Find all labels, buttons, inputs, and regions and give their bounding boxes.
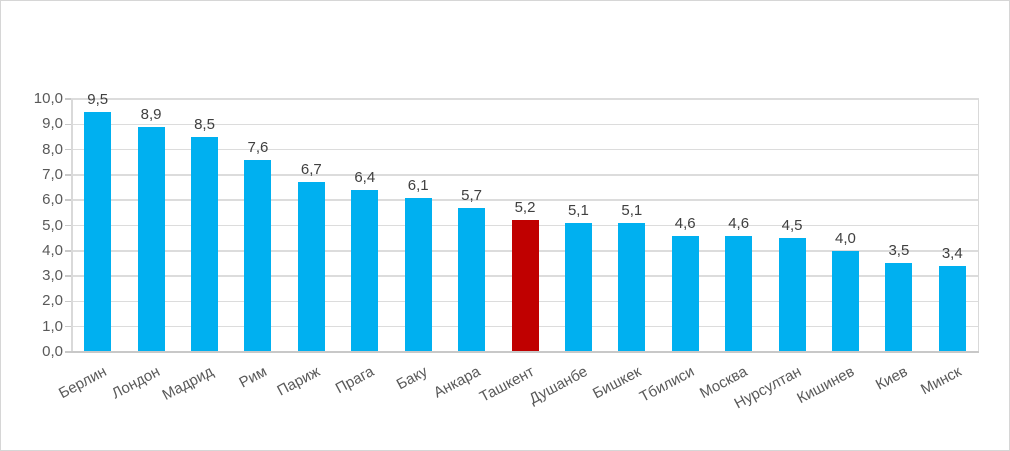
bar-Рим bbox=[244, 159, 272, 352]
y-axis-tick-mark bbox=[65, 123, 71, 126]
bar-value-label: 7,6 bbox=[247, 138, 269, 156]
gridline bbox=[71, 199, 979, 201]
y-axis-tick-mark bbox=[65, 148, 71, 151]
x-axis-label: Лондон bbox=[109, 363, 164, 403]
bar-value-label: 4,0 bbox=[835, 229, 856, 247]
bar-Мадрид bbox=[191, 136, 219, 352]
x-axis-label: Париж bbox=[274, 363, 324, 400]
bar-Тбилиси bbox=[671, 235, 699, 352]
y-axis-tick-mark bbox=[65, 250, 71, 252]
bar-Киев bbox=[885, 263, 913, 352]
y-axis-tick-label: 5,0 bbox=[42, 216, 63, 234]
bar-Париж bbox=[297, 182, 325, 352]
bar-Бишкек bbox=[618, 222, 646, 352]
bar-value-label: 5,7 bbox=[461, 186, 482, 204]
bar-value-label: 6,7 bbox=[300, 161, 322, 179]
bar-Кишинев bbox=[831, 250, 859, 352]
y-axis-tick-mark bbox=[65, 224, 71, 227]
bar-value-label: 3,5 bbox=[888, 242, 910, 260]
x-axis-label: Берлин bbox=[56, 363, 110, 403]
gridline bbox=[71, 148, 979, 151]
bar-Прага bbox=[351, 190, 379, 352]
bar-Ташкент bbox=[511, 220, 539, 352]
y-axis-tick-mark bbox=[65, 325, 71, 328]
gridline bbox=[71, 123, 979, 126]
bar-Минск bbox=[938, 265, 966, 352]
bar-Анкара bbox=[458, 207, 486, 352]
y-axis-tick-label: 2,0 bbox=[42, 292, 63, 310]
bar-value-label: 4,5 bbox=[781, 217, 803, 235]
bar-value-label: 3,4 bbox=[941, 244, 963, 262]
x-axis-label: Прага bbox=[332, 363, 377, 398]
bar-value-label: 8,9 bbox=[140, 105, 162, 123]
x-axis-label: Баку bbox=[393, 363, 431, 394]
bar-Душанбе bbox=[564, 222, 592, 352]
bar-value-label: 4,6 bbox=[728, 214, 750, 232]
bar-value-label: 4,6 bbox=[674, 214, 696, 232]
x-axis-label: Тбилиси bbox=[637, 363, 698, 406]
y-axis-tick-mark bbox=[65, 300, 71, 303]
y-axis-tick-label: 4,0 bbox=[42, 241, 63, 259]
y-axis-tick-label: 9,0 bbox=[42, 115, 63, 133]
y-axis-tick-label: 0,0 bbox=[42, 343, 63, 360]
y-axis-tick-label: 7,0 bbox=[42, 165, 63, 183]
y-axis-tick-mark bbox=[65, 98, 71, 100]
bar-Лондон bbox=[137, 126, 165, 352]
bar-Москва bbox=[725, 235, 753, 352]
x-axis-label: Бишкек bbox=[589, 363, 644, 403]
x-axis-label: Минск bbox=[918, 363, 965, 399]
y-axis-tick-label: 3,0 bbox=[42, 267, 63, 285]
gridline bbox=[71, 98, 979, 100]
bar-Баку bbox=[404, 197, 432, 352]
plot-border-right bbox=[977, 99, 979, 352]
y-axis-tick-mark bbox=[65, 275, 71, 277]
x-axis-label: Ташкент bbox=[476, 363, 537, 406]
gridline bbox=[71, 174, 979, 176]
y-axis-tick-label: 1,0 bbox=[42, 317, 63, 335]
x-axis-label: Мадрид bbox=[159, 363, 217, 404]
y-axis-tick-label: 8,0 bbox=[42, 140, 63, 158]
bar-value-label: 5,1 bbox=[567, 201, 589, 219]
y-axis-tick-mark bbox=[65, 351, 71, 353]
x-axis-label: Анкара bbox=[431, 363, 484, 402]
y-axis-tick-mark bbox=[65, 174, 71, 176]
bar-value-label: 5,1 bbox=[621, 201, 643, 219]
y-axis-tick-mark bbox=[65, 199, 71, 201]
y-axis-tick-label: 10,0 bbox=[33, 90, 63, 107]
bar-value-label: 5,2 bbox=[514, 199, 536, 217]
x-axis-label: Рим bbox=[236, 363, 270, 392]
x-axis-label: Кишинев bbox=[794, 363, 858, 408]
bar-value-label: 6,4 bbox=[354, 169, 376, 187]
x-axis-label: Киев bbox=[873, 363, 911, 394]
bar-value-label: 6,1 bbox=[407, 176, 429, 194]
plot-border-left bbox=[71, 99, 73, 352]
x-axis-line bbox=[71, 351, 979, 353]
bar-value-label: 8,5 bbox=[194, 115, 215, 133]
y-axis-tick-label: 6,0 bbox=[42, 191, 63, 209]
x-axis-label: Душанбе bbox=[526, 363, 591, 408]
bar-Нурсултан bbox=[778, 238, 806, 352]
bar-Берлин bbox=[84, 111, 112, 352]
bar-value-label: 9,5 bbox=[87, 90, 109, 108]
